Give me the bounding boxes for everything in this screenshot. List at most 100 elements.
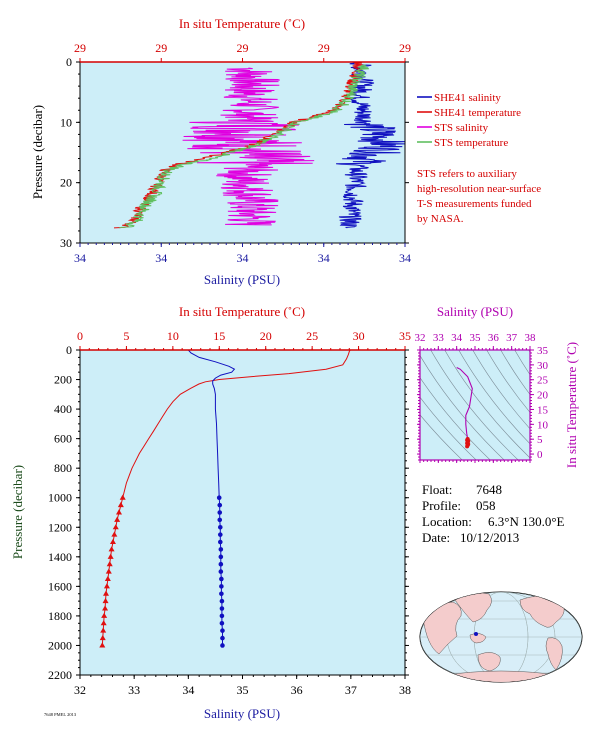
location-value: 6.3°N 130.0°E: [488, 514, 565, 529]
full-profile-temperature-point: [108, 546, 115, 552]
full-profile-temperature-point: [119, 494, 126, 500]
full-profile-temperature-point: [102, 605, 109, 611]
full-profile-salinity-point: [219, 613, 225, 619]
ts-axes: 32 33 34 35 36 37 38 0 5 10 15 20 25 30 35: [415, 332, 549, 463]
note-line: high-resolution near-surface: [417, 183, 541, 195]
full-profile-bottom-tick-label: 33: [128, 683, 140, 697]
near-surface-top-tick-label: 29: [399, 41, 411, 55]
full-profile-bottom-tick-label: 34: [182, 683, 194, 697]
near-surface-series-she41-salinity: [336, 62, 405, 229]
full-profile-salinity-line: [187, 350, 236, 498]
ts-top-tick-label: 35: [470, 332, 482, 344]
ts-right-tick-label: 25: [537, 375, 549, 387]
full-profile-temperature-point: [112, 524, 119, 530]
note-line: STS refers to auxiliary: [417, 168, 517, 180]
ts-density-contour: [486, 350, 530, 413]
near-surface-top-tick-label: 29: [155, 41, 167, 55]
ts-plot-area: [420, 350, 530, 460]
near-surface-bottom-tick-label: 34: [399, 251, 411, 265]
full-profile-y-tick-label: 2200: [48, 668, 72, 682]
full-profile-top-tick-label: 0: [77, 329, 83, 343]
ts-right-tick-label: 20: [537, 390, 549, 402]
note-line: by NASA.: [417, 213, 464, 225]
date-value: 10/12/2013: [460, 530, 519, 545]
near-surface-y-axis-label: Pressure (decibar): [30, 105, 45, 199]
full-profile-top-axis-label: In situ Temperature (˚C): [179, 304, 305, 319]
full-profile-temperature-point: [102, 597, 109, 604]
near-surface-y-tick-label: 30: [60, 236, 72, 250]
world-map: [419, 591, 583, 683]
full-profile-salinity-point: [219, 591, 224, 597]
full-profile-top-tick-label: 5: [123, 329, 129, 343]
full-profile-temperature-point: [99, 642, 106, 648]
ts-density-contour: [472, 350, 530, 430]
full-profile-top-tick-label: 30: [353, 329, 365, 343]
full-profile-salinity-point: [218, 561, 224, 567]
full-profile-temperature-point: [111, 531, 118, 537]
full-profile-salinity-point: [218, 547, 224, 552]
float-label: Float:: [422, 482, 452, 497]
full-profile-series-layer: [99, 350, 351, 648]
map-float-location-marker: [474, 632, 478, 636]
full-profile-chart: 0 5 10 15 20 25 30 35 32 33 34 35 36 37 38 0 200 400 600 80…: [10, 304, 411, 721]
legend-label: STS salinity: [434, 122, 489, 134]
full-profile-salinity-point: [219, 584, 224, 589]
full-profile-y-tick-label: 1800: [48, 609, 72, 623]
ts-density-contour: [420, 354, 505, 460]
full-profile-temperature-point: [103, 583, 110, 589]
full-profile-temperature-point: [117, 501, 124, 508]
full-profile-temperature-point: [109, 538, 116, 545]
full-profile-temperature-point: [106, 561, 113, 567]
ts-density-contour: [420, 377, 491, 460]
ts-right-tick-label: 15: [537, 404, 549, 416]
near-surface-series-sts-temperature: [119, 64, 370, 229]
near-surface-top-tick-label: 29: [237, 41, 249, 55]
full-profile-bottom-tick-label: 37: [345, 683, 357, 697]
full-profile-y-tick-label: 1000: [48, 491, 72, 505]
full-profile-y-tick-label: 0: [66, 343, 72, 357]
ts-top-axis-label: Salinity (PSU): [437, 304, 513, 319]
full-profile-top-tick-label: 20: [260, 329, 272, 343]
full-profile-salinity-point: [218, 569, 224, 574]
full-profile-temperature-point: [116, 509, 122, 515]
full-profile-temperature-point: [105, 568, 112, 574]
ts-right-tick-label: 30: [537, 360, 549, 372]
full-profile-salinity-point: [219, 606, 225, 611]
ts-density-contour: [430, 350, 519, 460]
float-info: Float: 7648 Profile: 058 Location: 6.3°N…: [422, 482, 565, 545]
full-profile-temperature-point: [103, 590, 109, 596]
full-profile-salinity-point: [217, 532, 223, 537]
full-profile-salinity-point: [217, 510, 223, 515]
full-profile-temperature-point: [114, 516, 121, 522]
map-land-asia-west: [422, 601, 462, 655]
profile-value: 058: [476, 498, 496, 513]
full-profile-temperature-point: [99, 634, 106, 641]
ts-right-tick-label: 0: [537, 449, 543, 461]
ts-top-tick-label: 37: [506, 332, 518, 344]
map-land-australia: [477, 652, 501, 672]
location-label: Location:: [422, 514, 472, 529]
full-profile-axes: 0 5 10 15 20 25 30 35 32 33 34 35 36 37 38 0 200 400 600 80…: [48, 329, 411, 697]
full-profile-salinity-point: [216, 495, 222, 501]
full-profile-salinity-point: [217, 539, 223, 545]
full-profile-y-tick-label: 1600: [48, 579, 72, 593]
ts-top-tick-label: 36: [488, 332, 500, 344]
full-profile-temperature-point: [100, 620, 107, 626]
near-surface-legend: SHE41 salinity SHE41 temperature STS salin…: [417, 92, 521, 149]
full-profile-bottom-tick-label: 35: [237, 683, 249, 697]
date-label: Date:: [422, 530, 450, 545]
ts-series-layer: [456, 367, 473, 449]
ts-diagram: 32 33 34 35 36 37 38 0 5 10 15 20 25 30 35 Salinity (P…: [415, 304, 580, 468]
near-surface-top-tick-label: 29: [74, 41, 86, 55]
full-profile-temperature-line: [122, 350, 351, 498]
legend-label: SHE41 temperature: [434, 107, 521, 119]
full-profile-salinity-point: [220, 635, 225, 641]
full-profile-y-tick-label: 600: [54, 432, 72, 446]
full-profile-salinity-point: [219, 620, 225, 626]
full-profile-y-tick-label: 400: [54, 402, 72, 416]
near-surface-axes: 29 29 29 29 29 34 34 34 34 34 0 10 20 30: [60, 41, 411, 265]
near-surface-chart: 29 29 29 29 29 34 34 34 34 34 0 10 20 30 In situ Temp…: [30, 16, 411, 287]
near-surface-top-axis-label: In situ Temperature (˚C): [179, 16, 305, 31]
full-profile-y-tick-label: 800: [54, 461, 72, 475]
